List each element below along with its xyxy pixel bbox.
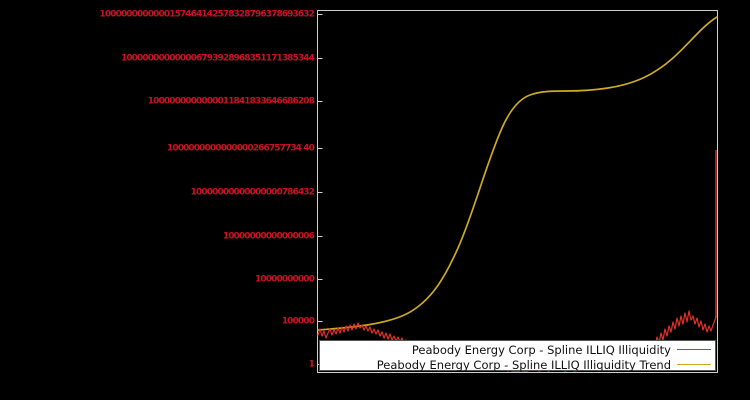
ytick-label: 10000000000 bbox=[255, 274, 315, 285]
ytick-label: 1000000000000000266757734 40 bbox=[166, 143, 315, 154]
ytick-label: 10000000000000000786432 bbox=[190, 187, 315, 198]
ytick-label: 10000000000000006 bbox=[222, 231, 315, 242]
axes-frame bbox=[317, 10, 718, 373]
series-trend-line bbox=[317, 16, 718, 331]
chart-legend: Peabody Energy Corp - Spline ILLIQ Illiq… bbox=[319, 340, 716, 372]
legend-item-illiq[interactable]: Peabody Energy Corp - Spline ILLIQ Illiq… bbox=[324, 342, 711, 357]
legend-label: Peabody Energy Corp - Spline ILLIQ Illiq… bbox=[411, 342, 671, 357]
ytick-label: 1000000000000011841833646686208 bbox=[147, 96, 315, 107]
ytick-label: 1 bbox=[308, 359, 315, 370]
legend-label: Peabody Energy Corp - Spline ILLIQ Illiq… bbox=[376, 357, 671, 372]
legend-color-swatch-trend bbox=[677, 364, 711, 365]
ytick-label: 1000000000000157464142578328796378693632 bbox=[99, 9, 315, 20]
legend-item-illiq-trend[interactable]: Peabody Energy Corp - Spline ILLIQ Illiq… bbox=[324, 357, 711, 372]
ytick-label: 100000 bbox=[281, 316, 315, 327]
ytick-label: 100000000000006793928968351171385344 bbox=[120, 53, 315, 64]
legend-color-swatch-illiq bbox=[677, 349, 711, 350]
